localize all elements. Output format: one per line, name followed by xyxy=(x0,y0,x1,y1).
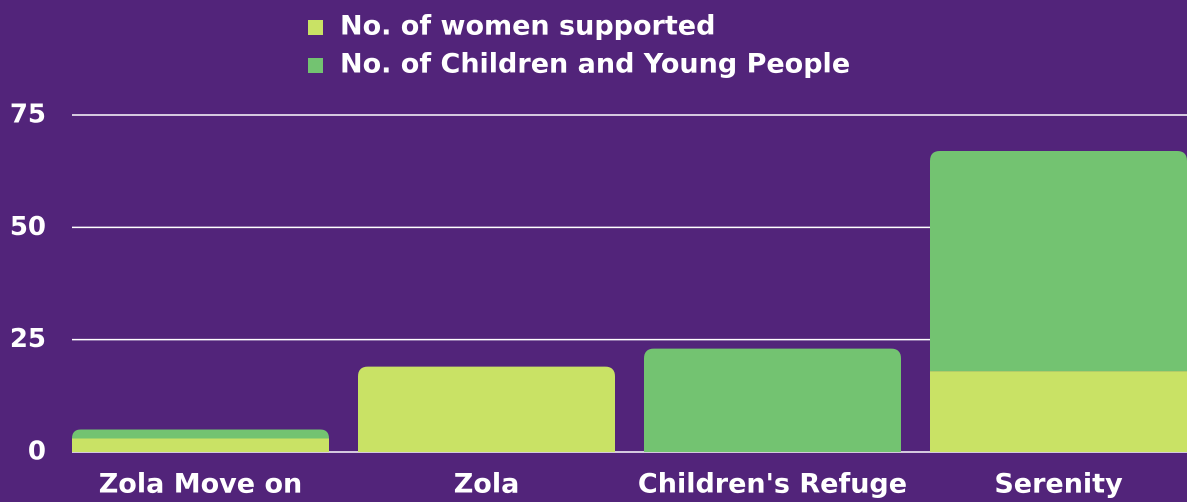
bar-segment xyxy=(72,438,329,452)
x-tick-label: Zola xyxy=(454,469,520,500)
bar-segment xyxy=(358,366,615,452)
legend-label: No. of Children and Young People xyxy=(340,49,850,80)
x-tick-label: Zola Move on xyxy=(99,469,303,500)
bar-segment xyxy=(930,371,1187,452)
y-tick-label: 75 xyxy=(10,100,46,130)
x-tick-label: Children's Refuge xyxy=(638,469,907,500)
bar-segment xyxy=(644,348,901,452)
legend-swatch xyxy=(308,58,323,73)
bar-segment xyxy=(72,429,329,439)
legend-swatch xyxy=(308,20,323,35)
legend-label: No. of women supported xyxy=(340,11,715,42)
x-tick-label: Serenity xyxy=(994,469,1123,500)
y-tick-label: 0 xyxy=(28,437,46,467)
y-tick-label: 25 xyxy=(10,324,46,354)
bar-segment xyxy=(930,150,1187,372)
y-tick-label: 50 xyxy=(10,212,46,242)
